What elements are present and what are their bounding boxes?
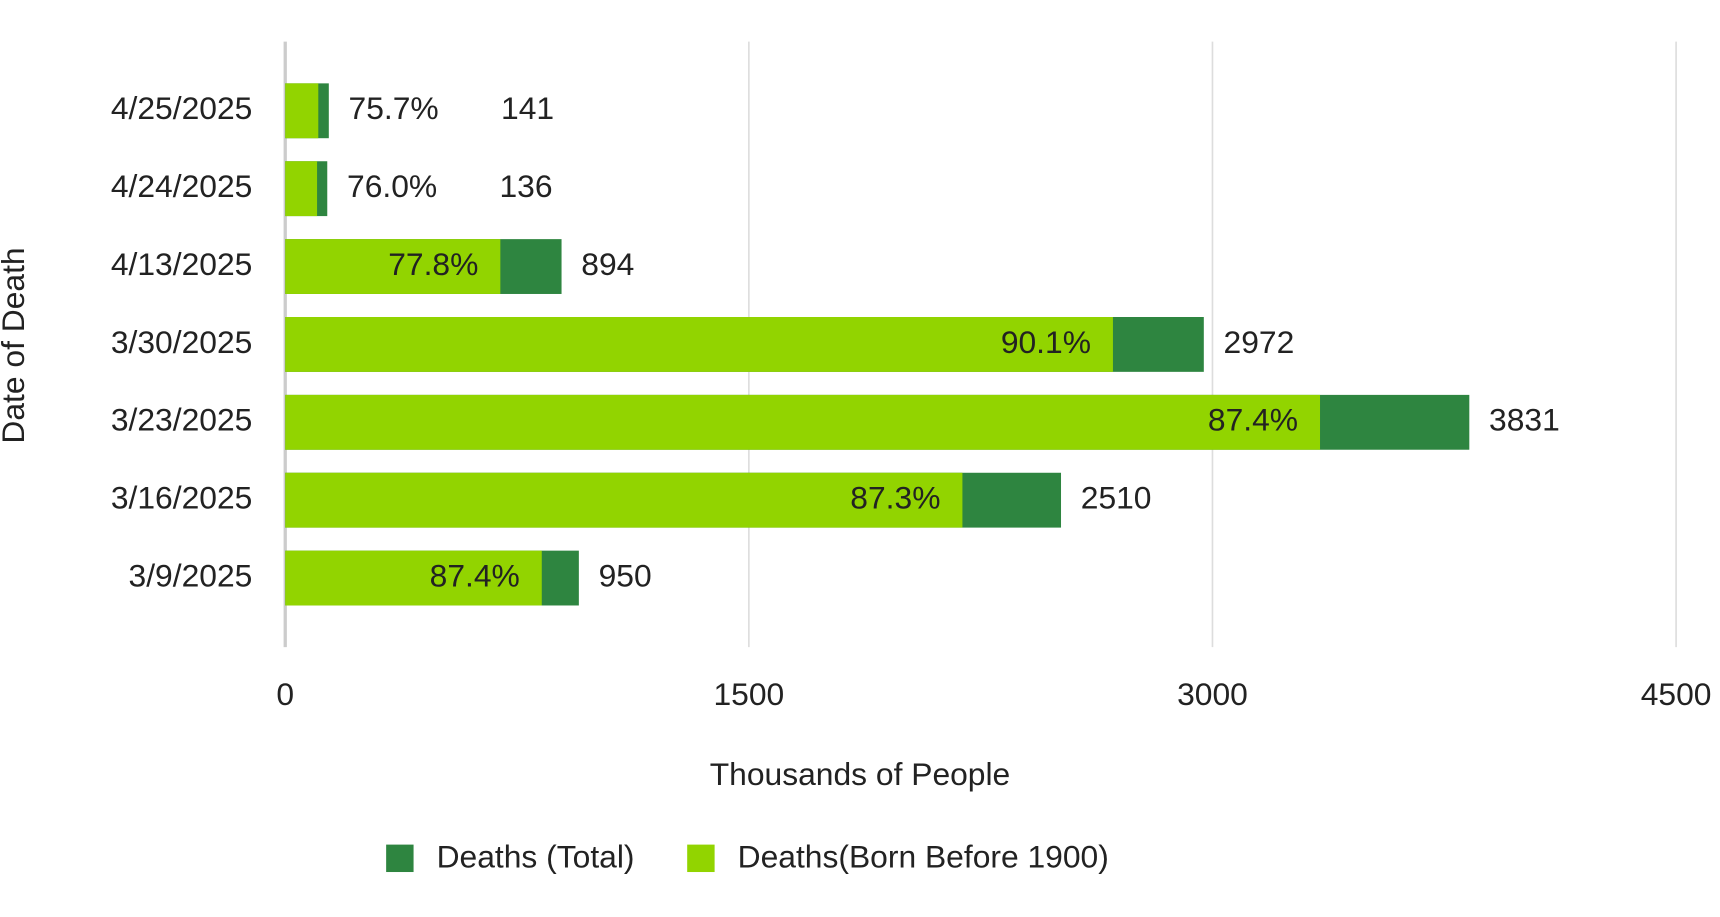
- y-tick-label: 3/23/2025: [111, 402, 252, 438]
- x-tick-label: 3000: [1177, 676, 1248, 712]
- bar: [285, 161, 318, 217]
- y-tick-label: 4/24/2025: [111, 168, 252, 204]
- bar: [285, 83, 319, 139]
- share-label: 90.1%: [1001, 324, 1091, 360]
- y-tick-label: 3/30/2025: [111, 324, 252, 360]
- x-tick-label: 0: [276, 676, 294, 712]
- value-label: 2510: [1081, 480, 1152, 516]
- share-label: 87.3%: [850, 480, 940, 516]
- bar: [285, 394, 1321, 450]
- x-axis-title: Thousands of People: [710, 756, 1011, 792]
- share-label: 76.0%: [347, 168, 437, 204]
- share-label: 77.8%: [388, 246, 478, 282]
- x-tick-label: 1500: [713, 676, 784, 712]
- value-label: 950: [599, 557, 652, 593]
- x-tick-label: 4500: [1641, 676, 1712, 712]
- legend-swatch: [687, 844, 715, 873]
- y-axis-title: Date of Death: [0, 247, 31, 443]
- y-tick-label: 3/16/2025: [111, 480, 252, 516]
- y-tick-label: 4/25/2025: [111, 90, 252, 126]
- legend-label: Deaths(Born Before 1900): [738, 838, 1109, 874]
- share-label: 87.4%: [1208, 402, 1298, 438]
- y-tick-label: 4/13/2025: [111, 246, 252, 282]
- value-label: 2972: [1224, 324, 1295, 360]
- bar: [285, 317, 1113, 372]
- legend-label: Deaths (Total): [437, 838, 635, 874]
- bar: [285, 550, 542, 606]
- value-label: 894: [581, 246, 634, 282]
- value-label: 136: [499, 168, 552, 204]
- bar: [285, 239, 501, 294]
- legend-swatch: [386, 844, 414, 873]
- share-label: 75.7%: [349, 90, 439, 126]
- bar: [285, 472, 963, 528]
- value-label: 3831: [1489, 402, 1560, 438]
- value-label: 141: [501, 90, 554, 126]
- y-tick-label: 3/9/2025: [129, 557, 253, 593]
- share-label: 87.4%: [430, 557, 520, 593]
